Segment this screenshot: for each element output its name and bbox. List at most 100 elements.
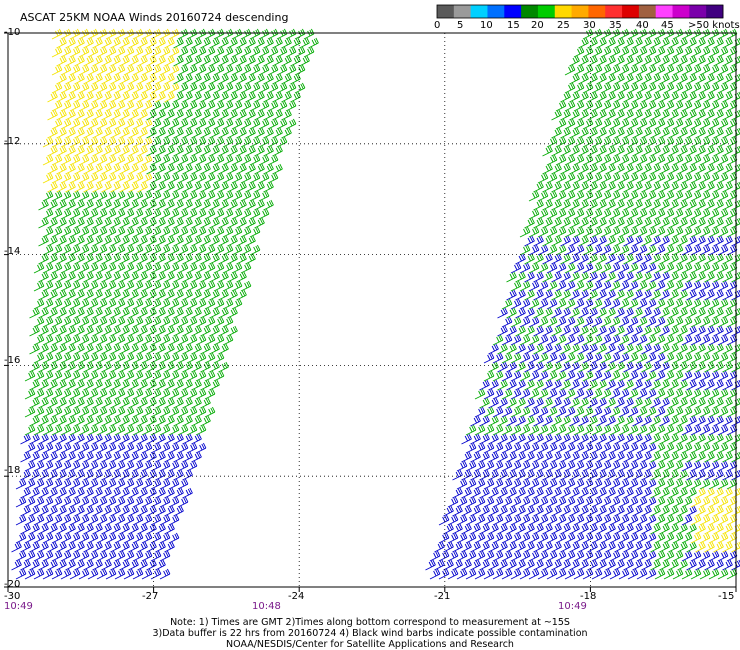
wind-barb [128,541,139,553]
wind-barb [582,208,594,220]
wind-barb [632,253,643,265]
wind-barb [686,271,697,283]
wind-barb [51,28,63,40]
wind-barb [78,568,90,580]
wind-barb [245,235,256,247]
wind-barb [506,433,517,445]
wind-barb [155,397,166,409]
wind-barb [182,379,193,391]
wind-barb [528,316,540,328]
wind-barb [128,451,139,463]
wind-barb [191,451,202,463]
wind-barb [285,82,297,94]
wind-barb [96,568,108,580]
wind-barb [87,370,99,382]
wind-barb [582,280,594,292]
wind-barb [204,64,216,76]
wind-barb [654,334,666,346]
wind-barb [452,523,463,535]
wind-barb [578,109,589,121]
wind-barb [92,217,103,229]
wind-barb [222,244,234,256]
wind-barb [173,217,184,229]
wind-barb [173,127,184,139]
wind-barb [627,190,639,202]
wind-barb [699,280,711,292]
wind-barb [267,28,279,40]
wind-barb [699,352,711,364]
wind-barb [560,541,571,553]
wind-barb [578,271,589,283]
wind-barb [582,388,594,400]
lon-label-15: -15 [718,591,735,602]
wind-barb [605,379,616,391]
wind-barb [141,568,153,580]
wind-barb [51,82,63,94]
wind-barb [114,316,126,328]
wind-barb [659,487,670,499]
wind-barb [582,460,594,472]
wind-barb [623,325,634,337]
wind-barb [263,91,274,103]
wind-barb [695,469,706,481]
wind-barb [479,469,490,481]
wind-barb [695,397,706,409]
wind-barb [632,397,643,409]
wind-barb [582,568,594,580]
wind-barb [56,523,67,535]
wind-barb [641,379,652,391]
wind-barb [245,127,256,139]
wind-barb [582,352,594,364]
wind-barb [137,91,148,103]
wind-barb [29,343,40,355]
wind-barb [677,73,688,85]
wind-barb [119,559,130,571]
wind-barb [614,505,625,517]
wind-barb [686,145,697,157]
wind-barb [105,496,117,508]
wind-barb [515,541,526,553]
wind-barb [713,37,724,49]
wind-barb [690,190,702,202]
wind-barb [299,55,310,67]
wind-barb [87,442,99,454]
wind-barb [92,253,103,265]
wind-barb [614,217,625,229]
colorbar-segment [638,5,657,18]
wind-barb [240,262,252,274]
wind-barb [101,343,112,355]
wind-barb [159,262,171,274]
wind-barb [663,280,675,292]
wind-barb [236,217,247,229]
wind-barb [240,172,252,184]
wind-barb [677,307,688,319]
wind-barb [60,442,72,454]
wind-barb [722,307,733,319]
wind-barb [713,199,724,211]
wind-barb [668,469,679,481]
wind-barb [83,199,94,211]
wind-barb [240,118,252,130]
wind-barb [618,190,630,202]
wind-barb [681,46,693,58]
wind-barb [551,271,562,283]
wind-barb [83,469,94,481]
wind-barb [267,118,279,130]
wind-barb [546,190,558,202]
wind-barb [236,73,247,85]
wind-barb [479,433,490,445]
wind-barb [569,343,580,355]
wind-barb [560,469,571,481]
wind-barb [173,433,184,445]
wind-barb [636,460,648,472]
wind-barb [254,55,265,67]
wind-barb [623,289,634,301]
wind-barb [645,100,657,112]
wind-barb [101,397,112,409]
wind-barb [123,226,135,238]
wind-barb [155,127,166,139]
wind-barb [569,325,580,337]
wind-barb [528,496,540,508]
wind-barb [600,226,612,238]
